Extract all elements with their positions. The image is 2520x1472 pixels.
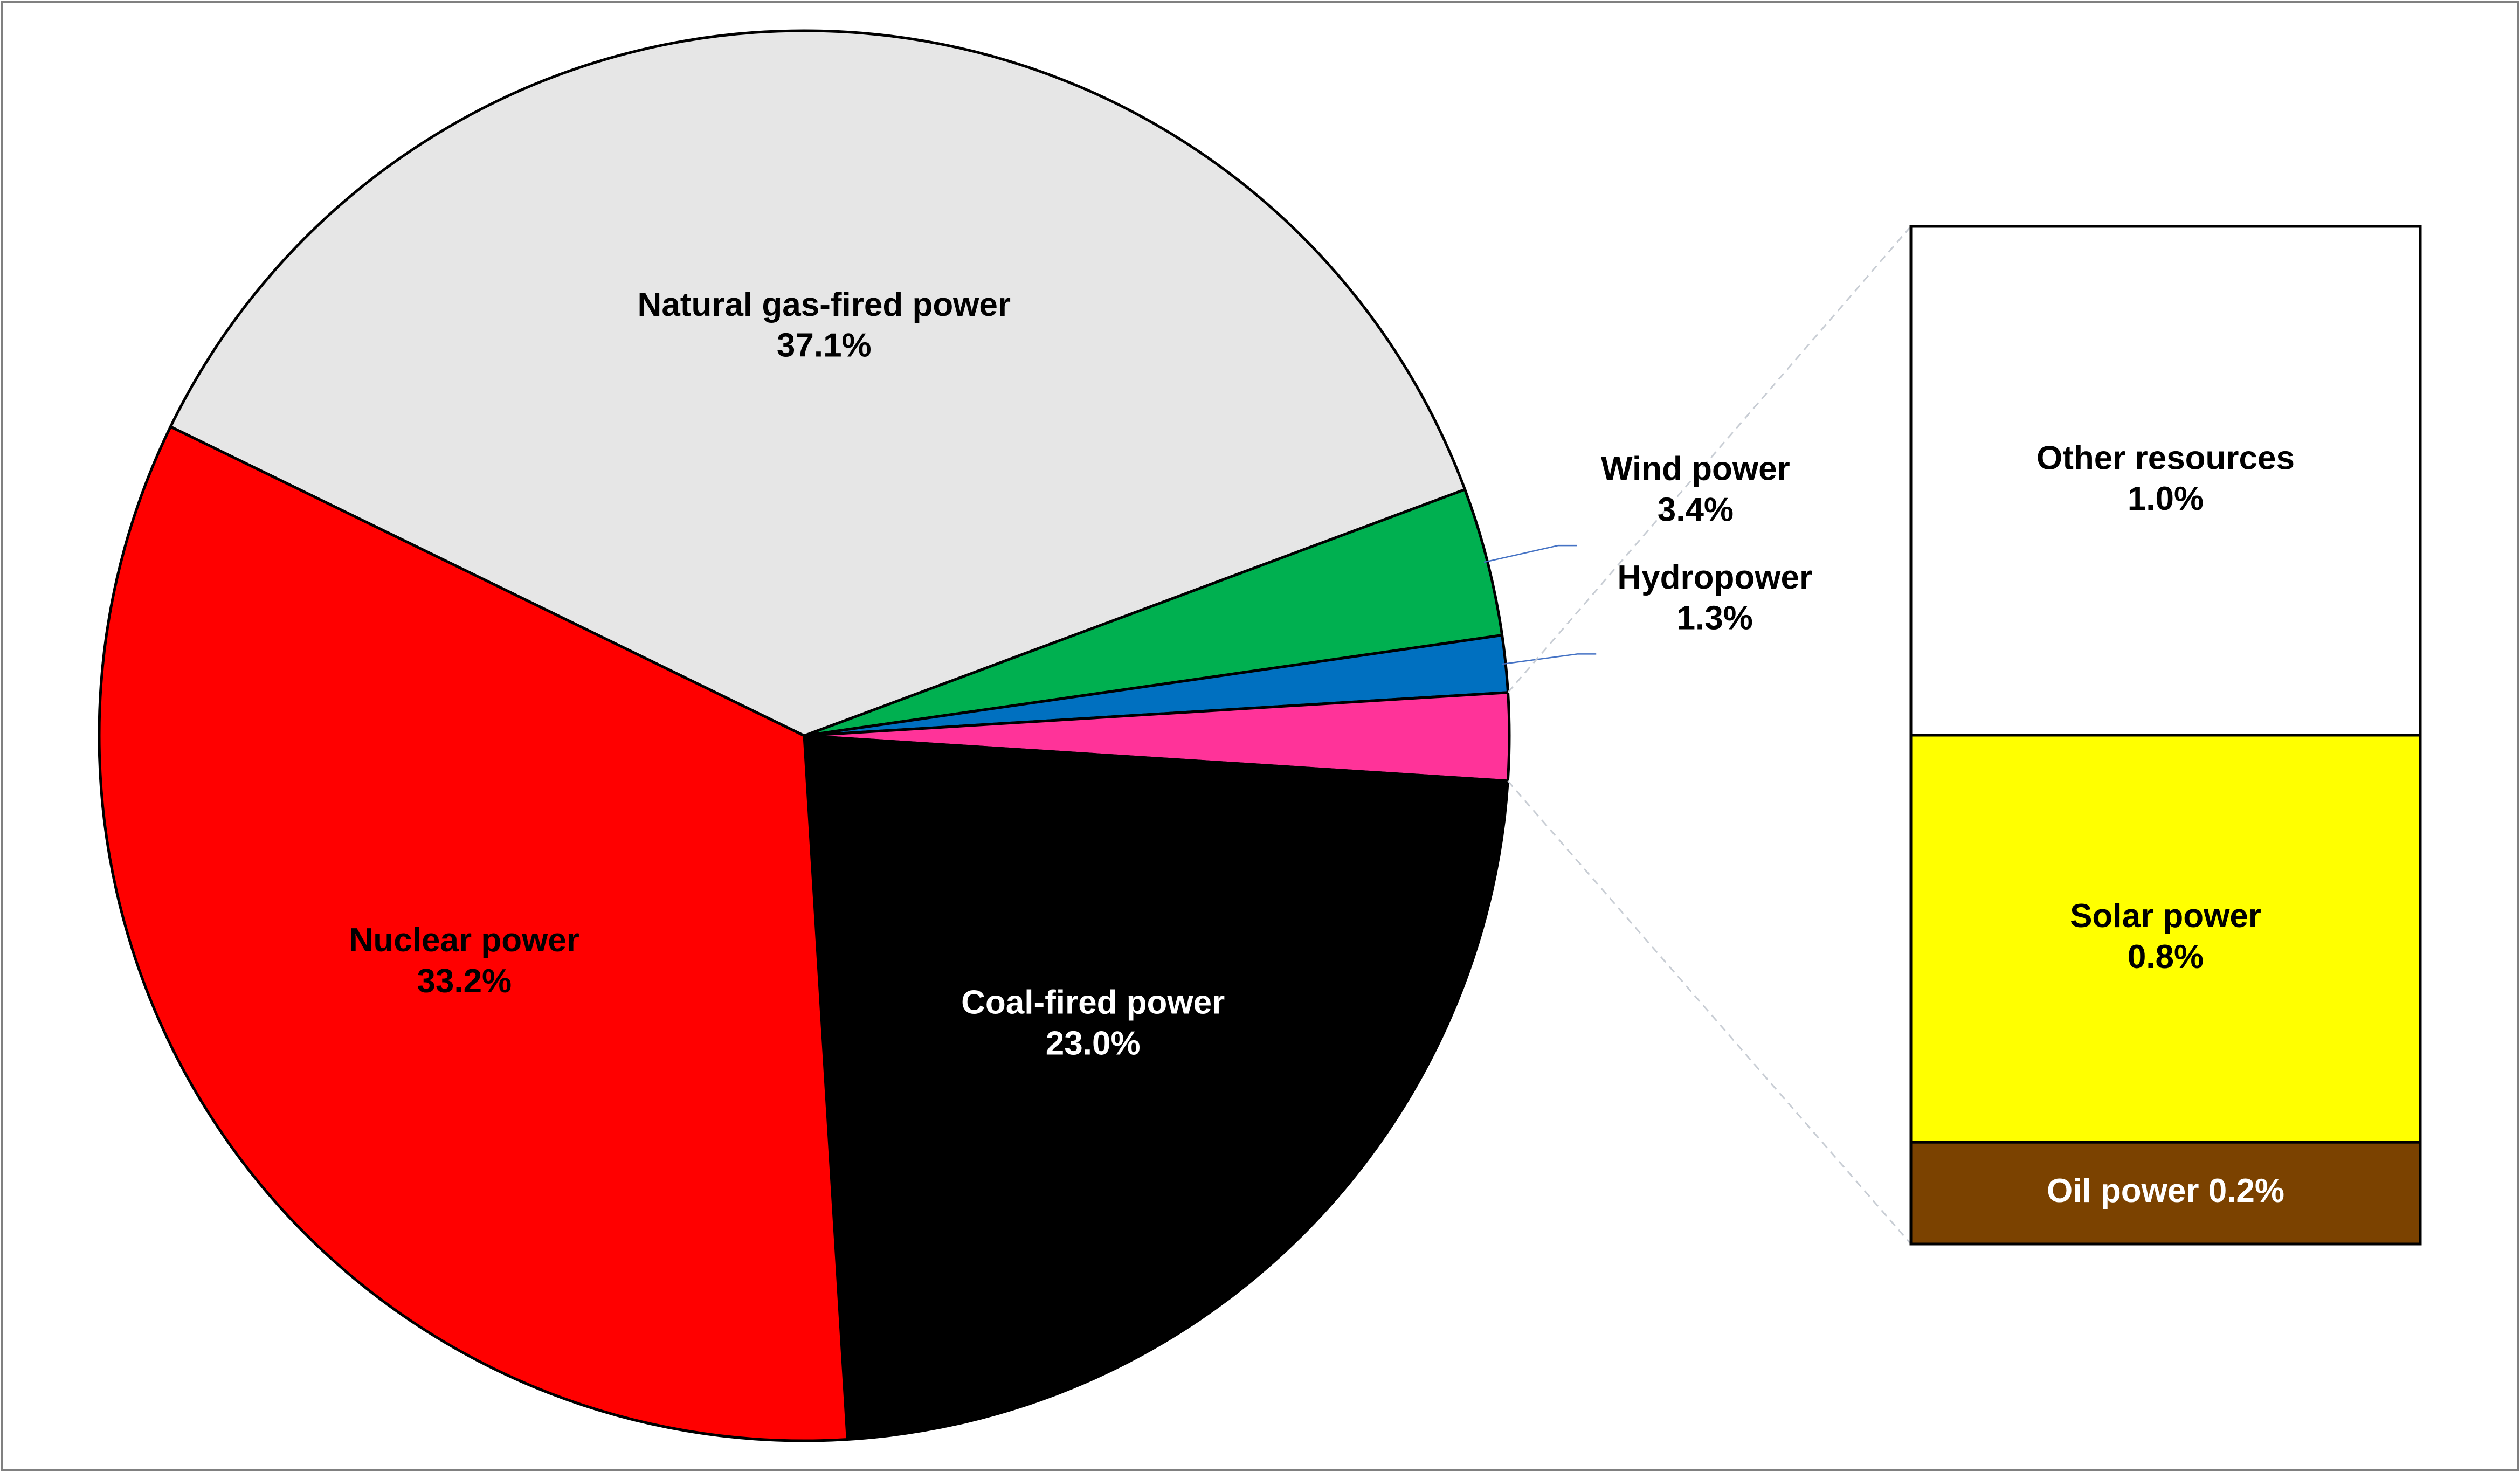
- breakout-segment-oil-power: [1909, 1141, 2422, 1246]
- breakout-label-other-resources-name: Other resources: [2036, 440, 2295, 477]
- breakout-label-solar-power-name: Solar power: [2070, 897, 2261, 935]
- pie-slice-natural-gas-fired-power: [169, 29, 1467, 737]
- label-group: Natural gas-fired power 37.1% Coal-fired p…: [349, 286, 2295, 1210]
- connector-group: [1483, 226, 1912, 1245]
- breakout-label-oil-power-name: Oil power 0.2%: [2047, 1172, 2284, 1210]
- pie-label-nuclear-power-value: 33.2%: [417, 963, 512, 1000]
- pie-slice-coal-fired-power: [803, 734, 1509, 1441]
- breakout-connector-bottom: [1507, 780, 1912, 1245]
- breakout-segment-solar-power: [1909, 734, 2422, 1144]
- pie-label-natural-gas-fired-power-name: Natural gas-fired power: [638, 286, 1011, 323]
- pie-label-wind-power-value: 3.4%: [1658, 491, 1734, 528]
- pie-label-nuclear-power-name: Nuclear power: [349, 922, 579, 959]
- pie-label-natural-gas-fired-power-value: 37.1%: [777, 327, 872, 364]
- breakout-label-solar-power-value: 0.8%: [2128, 938, 2204, 976]
- pie-label-coal-fired-power-value: 23.0%: [1046, 1025, 1141, 1062]
- leader-line-wind-power: [1483, 544, 1577, 563]
- pie-slice-nuclear-power: [98, 425, 849, 1442]
- pie-label-hydropower-value: 1.3%: [1677, 600, 1753, 637]
- pie-label-coal-fired-power-name: Coal-fired power: [961, 984, 1225, 1021]
- leader-line-hydropower: [1502, 653, 1597, 665]
- breakout-label-other-resources-value: 1.0%: [2128, 480, 2204, 517]
- pie-label-hydropower-name: Hydropower: [1617, 559, 1812, 596]
- pie-label-wind-power-name: Wind power: [1601, 451, 1790, 488]
- breakout-bar-group: [1909, 225, 2422, 1246]
- pie-group: [98, 29, 1511, 1442]
